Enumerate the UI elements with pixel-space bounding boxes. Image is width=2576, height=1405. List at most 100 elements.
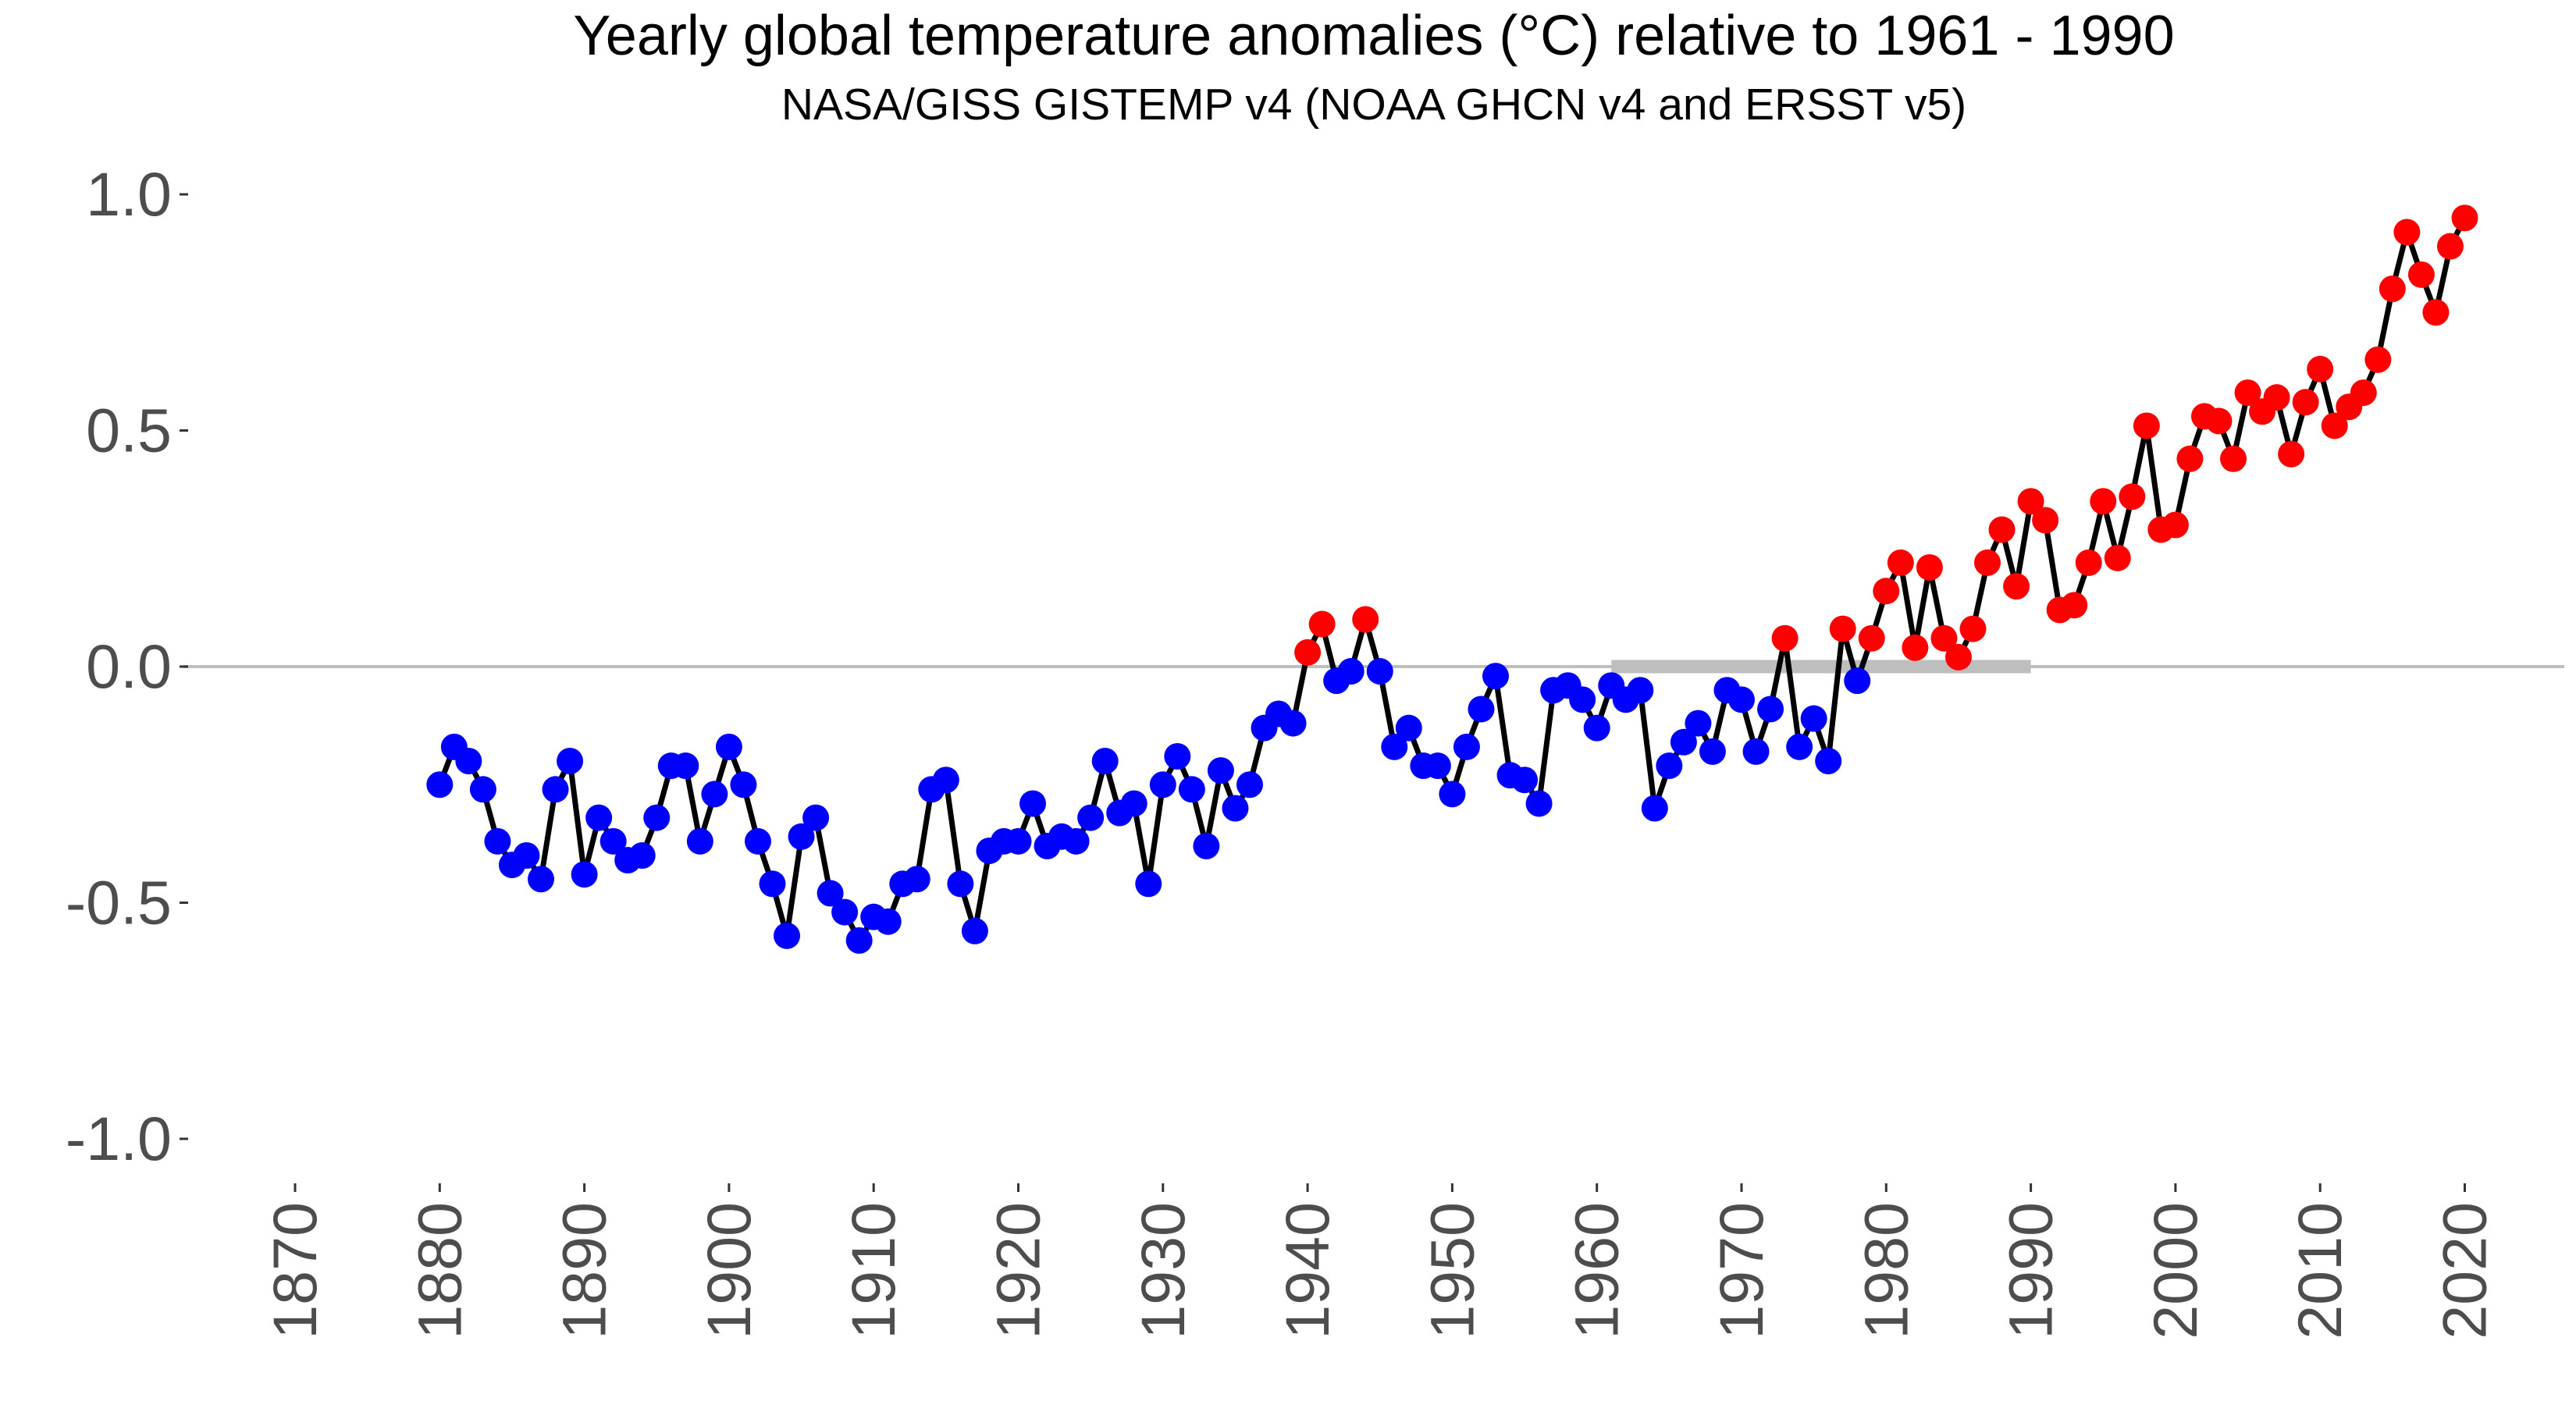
cool-year-point	[1468, 695, 1495, 723]
cool-year-point	[759, 870, 786, 898]
warm-year-point	[2176, 445, 2204, 472]
warm-year-point	[2263, 384, 2290, 411]
warm-year-point	[1308, 610, 1336, 638]
y-tick-label: 0.5	[86, 396, 172, 465]
cool-year-point	[1019, 790, 1047, 817]
chart-subtitle: NASA/GISS GISTEMP v4 (NOAA GHCN v4 and E…	[781, 80, 1966, 130]
warm-year-point	[2205, 407, 2233, 435]
cool-year-point	[528, 866, 555, 893]
cool-year-point	[672, 752, 699, 780]
cool-year-point	[643, 804, 671, 831]
warm-year-point	[2321, 412, 2348, 439]
cool-year-point	[1164, 742, 1191, 770]
warm-year-point	[1829, 615, 1856, 642]
x-tick-label: 1920	[984, 1202, 1053, 1339]
x-tick-label: 1910	[838, 1202, 908, 1339]
cool-year-point	[947, 870, 974, 898]
cool-year-point	[1381, 733, 1408, 760]
warm-year-point	[2278, 440, 2305, 468]
cool-year-point	[1337, 658, 1364, 685]
warm-year-point	[1294, 638, 1322, 666]
warm-year-point	[1352, 606, 1379, 633]
warm-year-point	[2090, 488, 2117, 515]
warm-year-point	[2133, 412, 2160, 439]
warm-year-point	[1902, 634, 1929, 661]
warm-year-point	[2436, 233, 2464, 260]
plot-area: 1.0 0.5 0.0 -0.5 -1.0 1870 1880 1890 1900 1910 192…	[66, 159, 2564, 1339]
warm-year-point	[2003, 573, 2030, 600]
y-tick-label: 1.0	[86, 159, 172, 229]
cool-year-point	[874, 908, 902, 935]
cool-year-point	[1120, 790, 1147, 817]
cool-year-point	[542, 776, 569, 803]
cool-year-point	[1482, 663, 1509, 690]
cool-year-point	[1149, 771, 1176, 799]
x-tick-label: 1940	[1272, 1202, 1342, 1339]
cool-year-point	[903, 866, 930, 893]
warm-year-point	[2307, 355, 2334, 382]
cool-year-point	[455, 748, 482, 774]
cool-year-point	[831, 898, 859, 926]
x-tick-label: 2020	[2430, 1202, 2500, 1339]
cool-year-point	[1641, 795, 1668, 822]
cool-year-point	[1699, 738, 1726, 765]
warm-year-point	[1930, 624, 1958, 652]
cool-year-point	[600, 827, 627, 855]
cool-year-point	[744, 827, 771, 855]
x-tick-label: 1930	[1128, 1202, 1197, 1339]
warm-year-point	[2234, 379, 2261, 407]
cool-year-point	[557, 748, 584, 774]
cool-year-point	[1395, 714, 1422, 742]
cool-year-point	[628, 842, 656, 869]
cool-year-point	[1569, 686, 1596, 713]
cool-year-point	[1077, 804, 1105, 831]
warm-year-point	[1974, 549, 2001, 576]
warm-year-point	[2220, 445, 2247, 472]
cool-year-point	[426, 771, 454, 799]
x-tick-label: 1950	[1417, 1202, 1486, 1339]
cool-year-point	[1366, 658, 1393, 685]
x-tick-label: 1970	[1706, 1202, 1776, 1339]
chart-title: Yearly global temperature anomalies (°C)…	[573, 5, 2174, 67]
cool-year-point	[686, 827, 713, 855]
warm-year-point	[2292, 389, 2319, 416]
warm-year-point	[2075, 549, 2102, 576]
warm-year-point	[1944, 643, 1972, 670]
warm-year-point	[1887, 549, 1914, 576]
warm-year-point	[2393, 219, 2421, 246]
cool-year-point	[1222, 795, 1249, 822]
warm-year-point	[2061, 592, 2088, 619]
warm-year-point	[2379, 276, 2406, 302]
warm-year-point	[2032, 507, 2059, 534]
cool-year-point	[961, 917, 988, 944]
cool-year-point	[1685, 710, 1712, 737]
cool-year-point	[1062, 827, 1090, 855]
cool-year-point	[1511, 767, 1539, 794]
cool-year-point	[1670, 728, 1697, 756]
y-tick-label: -1.0	[66, 1104, 172, 1173]
cool-year-point	[1135, 870, 1162, 898]
warm-year-point	[2407, 261, 2435, 288]
x-tick-label: 1960	[1562, 1202, 1631, 1339]
cool-year-point	[1844, 667, 1871, 695]
cool-year-point	[802, 804, 830, 831]
cool-year-point	[730, 771, 757, 799]
warm-year-point	[2104, 544, 2131, 571]
x-tick-label: 2010	[2285, 1202, 2354, 1339]
anomaly-series-line	[437, 216, 2467, 944]
warm-year-point	[1858, 624, 1885, 652]
cool-year-point	[1815, 748, 1842, 774]
cool-year-point	[1178, 776, 1205, 803]
cool-year-point	[817, 880, 844, 907]
x-tick-label: 1890	[550, 1202, 619, 1339]
warm-year-point	[1916, 553, 1943, 581]
warm-year-point	[2017, 488, 2044, 515]
cool-year-point	[585, 804, 613, 831]
cool-year-point	[845, 927, 873, 954]
cool-year-point	[788, 823, 815, 850]
cool-year-point	[1742, 738, 1770, 765]
y-tick-label: 0.0	[86, 631, 172, 701]
warm-year-point	[1988, 516, 2016, 543]
cool-year-point	[1656, 752, 1683, 780]
